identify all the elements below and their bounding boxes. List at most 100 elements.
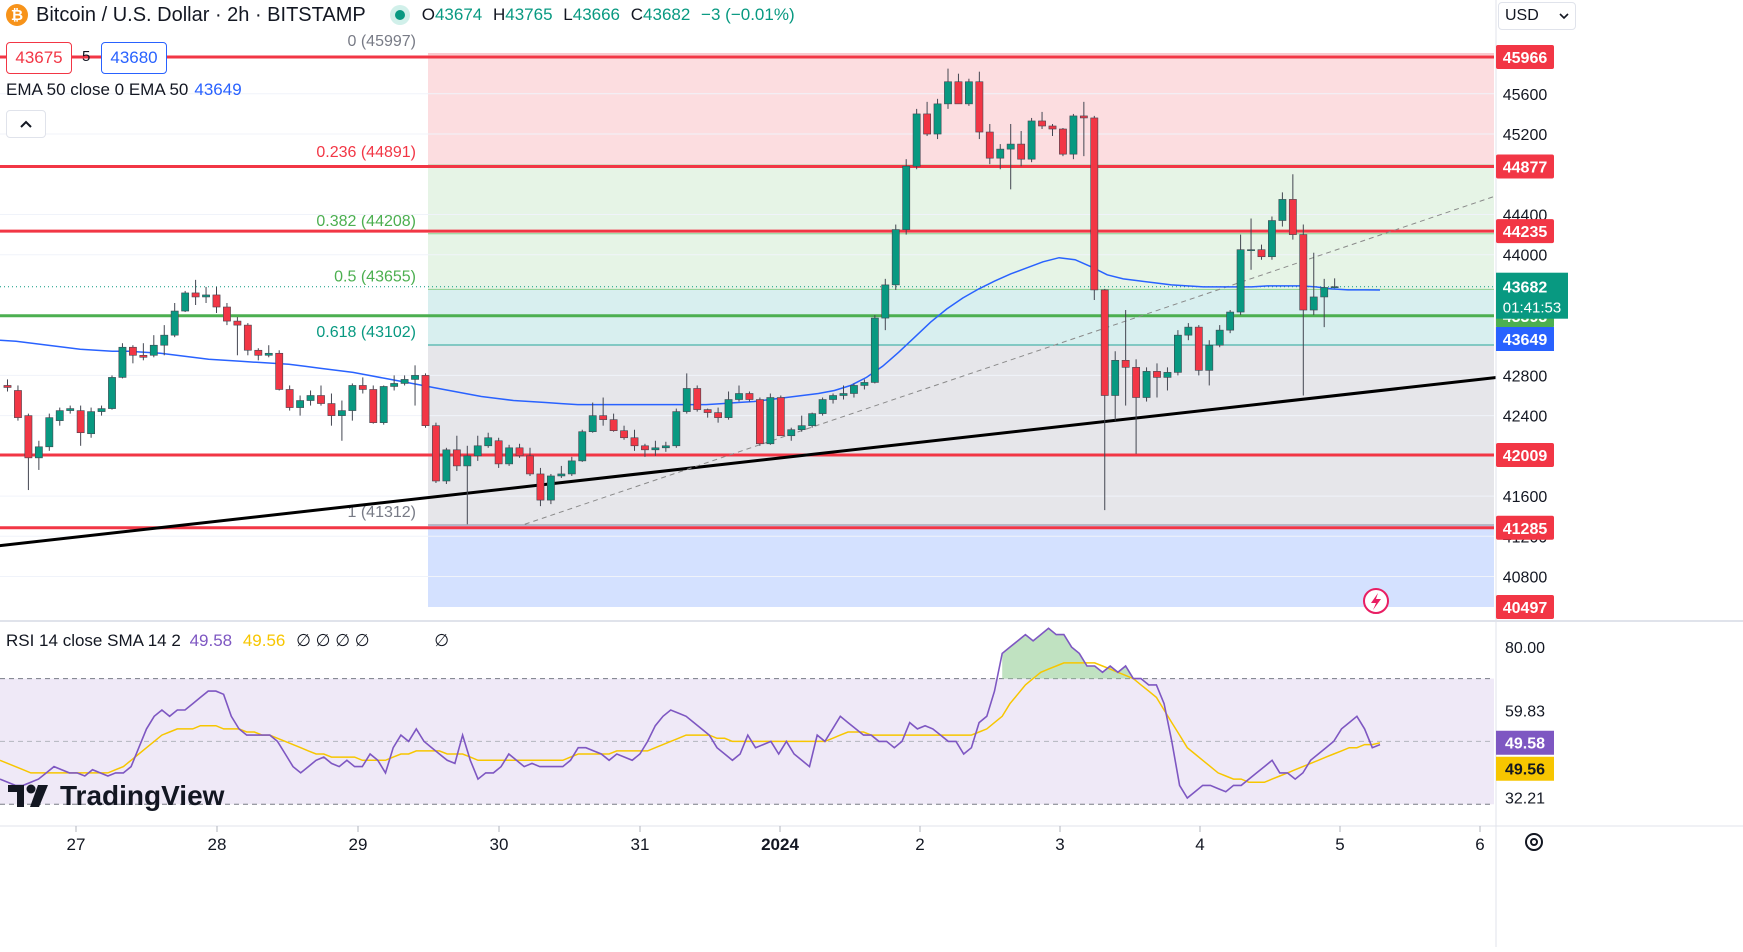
candle-body [933, 103, 942, 135]
rsi-sma-legend-value: 49.56 [242, 631, 286, 650]
current-price-badge [1496, 272, 1568, 319]
trendline [0, 369, 1552, 548]
dashed-trendline [524, 176, 1552, 525]
candle-body [829, 395, 837, 400]
candle-body [505, 447, 513, 465]
rsi-legend-label: RSI 14 close SMA 14 2 [6, 631, 181, 650]
candle-body [682, 388, 691, 412]
market-status-icon[interactable] [389, 5, 410, 25]
collapse-legend-button[interactable] [6, 110, 46, 138]
candle-body [578, 431, 587, 462]
candle-body [881, 284, 890, 319]
level-badge [1496, 45, 1554, 69]
settings-button[interactable] [1520, 828, 1548, 856]
candle-body [1288, 199, 1297, 235]
candle-body [202, 294, 210, 298]
tradingview-logo[interactable]: TradingView [8, 780, 224, 812]
candle-body [599, 415, 608, 420]
candle-body [1038, 120, 1046, 127]
candle-body [358, 385, 367, 390]
level-badge-label: 44235 [1503, 224, 1548, 241]
candle-body [181, 292, 190, 312]
x-tick-label: 6 [1475, 835, 1484, 854]
candle-body [473, 445, 482, 457]
buy-button[interactable]: 43680 [101, 42, 167, 74]
candle-body [797, 425, 806, 431]
candle-body [14, 390, 22, 418]
ohlc-readout: O43674 H43765 L43666 C43682 −3 (−0.01%) [421, 5, 795, 24]
candle-body [546, 475, 555, 501]
candle-body [421, 375, 430, 426]
candle-body [442, 449, 451, 482]
candle-body [787, 429, 796, 437]
candle-body [651, 447, 660, 451]
candle-body [254, 349, 263, 356]
x-tick-label: 2024 [761, 835, 799, 854]
candle-body [703, 409, 712, 413]
candle-body [45, 417, 54, 448]
fib-label-0.5: 0.5 (43655) [334, 268, 416, 285]
candle-body [1215, 329, 1224, 346]
y-tick-label: 41600 [1503, 489, 1548, 506]
candle-body [275, 352, 284, 390]
candle-body [317, 395, 325, 404]
candle-body [76, 410, 85, 434]
rsi-value-badge [1496, 730, 1554, 755]
candle-body [1184, 326, 1193, 336]
candle-body [296, 400, 304, 408]
candle-body [891, 229, 900, 286]
candle-body [1132, 367, 1140, 398]
candle-body [724, 399, 733, 418]
candle-body [233, 320, 242, 326]
rsi-legend[interactable]: RSI 14 close SMA 14 2 49.58 49.56 ∅ ∅ ∅ … [6, 631, 449, 651]
currency-label: USD [1505, 7, 1539, 24]
candle-body [3, 385, 12, 388]
rsi-legend-value: 49.58 [189, 631, 233, 650]
level-badge-label: 40497 [1503, 600, 1548, 617]
current-price-label: 43682 [1503, 280, 1548, 297]
candle-body [755, 399, 764, 445]
ema-legend[interactable]: EMA 50 close 0 EMA 50 43649 [6, 80, 242, 100]
candle-body [714, 412, 722, 418]
candle-body [1090, 117, 1099, 291]
candle-body [1069, 115, 1078, 155]
candle-body [212, 294, 221, 308]
rsi-value-label: 49.58 [1505, 736, 1545, 753]
ema-legend-label: EMA 50 close 0 EMA 50 [6, 80, 189, 99]
candle-body [620, 430, 628, 439]
candle-body [1142, 371, 1151, 398]
x-tick-label: 5 [1335, 835, 1344, 854]
candle-body [390, 383, 399, 387]
x-tick-label: 2 [915, 835, 924, 854]
candle-body [964, 81, 973, 105]
bitcoin-icon: ₿ [6, 4, 28, 26]
sell-button[interactable]: 43675 [6, 42, 72, 74]
level-badge-label: 41285 [1503, 521, 1548, 538]
candle-body [641, 445, 649, 451]
candle-body [285, 389, 294, 408]
candle-body [170, 310, 179, 336]
candle-body [1163, 372, 1172, 378]
spread-value: 5 [82, 48, 91, 65]
fib-zone-4 [428, 525, 1494, 607]
candle-body [776, 397, 785, 437]
candle-body [1100, 289, 1109, 396]
candle-body [996, 148, 1005, 159]
candle-body [536, 473, 545, 501]
candle-body [55, 410, 64, 421]
level-badge [1496, 442, 1554, 467]
rsi-sma-badge [1496, 756, 1554, 781]
tradingview-logo-text: TradingView [60, 780, 225, 811]
symbol-title[interactable]: Bitcoin / U.S. Dollar · 2h · BITSTAMP [36, 3, 366, 26]
rsi-tick-label: 32.21 [1505, 790, 1545, 807]
ema-legend-value: 43649 [194, 80, 242, 99]
candle-body [24, 415, 33, 459]
candle-body [411, 375, 419, 380]
currency-selector[interactable]: USD [1498, 2, 1576, 30]
rsi-tick-label: 59.83 [1505, 704, 1545, 721]
candle-body [337, 410, 346, 416]
candle-body [1330, 286, 1339, 288]
candle-body [369, 389, 378, 423]
candle-body [1079, 115, 1088, 119]
